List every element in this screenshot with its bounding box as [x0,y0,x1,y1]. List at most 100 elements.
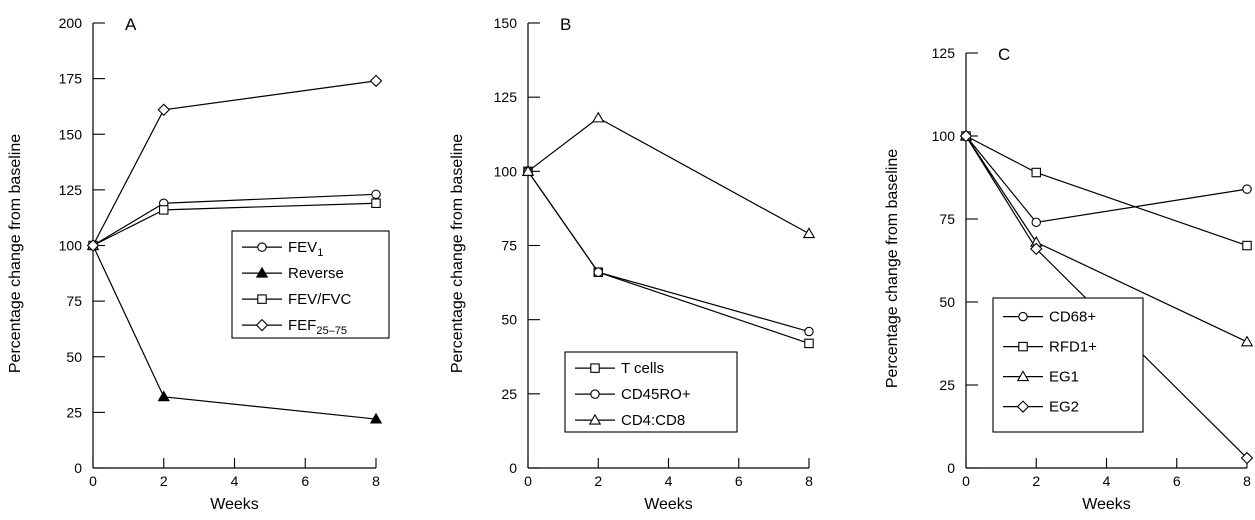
y-tick-label: 175 [59,71,83,87]
series-line [965,135,1248,247]
panel-label: C [998,45,1010,64]
y-tick-label: 200 [59,15,83,31]
x-tick-label: 2 [160,473,168,489]
legend-marker [588,413,602,425]
y-tick-label: 0 [509,460,517,476]
x-tick-label: 2 [1032,473,1040,489]
data-point [157,390,170,402]
legend-label: CD68+ [1049,309,1096,326]
series-line [527,170,810,344]
legend-marker [257,294,267,304]
data-point [157,103,170,117]
data-point [369,412,383,424]
legend-marker [255,318,269,332]
y-tick-label: 100 [59,238,83,254]
y-tick-label: 125 [932,45,956,61]
legend-marker [1018,311,1028,322]
chart-panel-b: 0 25 50 75 100 125 150 0 2 4 6 8 Weeks Percentage cha… [449,15,816,513]
data-point [371,189,381,200]
legend-box [992,297,1144,433]
x-tick-label: 6 [735,473,743,489]
y-tick-label: 100 [932,128,956,144]
panel-label: B [560,15,571,34]
data-point [1240,451,1254,465]
y-tick-label: 50 [939,294,955,310]
x-tick-label: 0 [962,473,970,489]
legend-label: FEF25–75 [288,317,347,337]
data-point [804,338,814,349]
legend-marker [1018,341,1028,352]
y-tick-label: 100 [494,163,518,179]
x-axis-title: Weeks [644,496,693,513]
data-point [802,227,816,239]
legend: CD68+ RFD1+ EG1 EG2 [992,297,1144,433]
data-point [369,74,383,88]
series-line [965,135,1248,223]
data-point [159,205,169,215]
legend-label: FEV/FVC [288,291,352,308]
y-tick-label: 25 [939,377,955,393]
x-tick-label: 4 [1103,473,1111,489]
y-tick-label: 150 [494,15,518,31]
legend-label: FEV1 [288,239,323,259]
legend-label: EG2 [1049,399,1079,416]
legend: FEV1 Reverse FEV/FVC FEF25–75 [231,230,390,339]
y-tick-label: 50 [66,349,82,365]
data-point [1240,335,1254,347]
y-tick-label: 0 [947,460,955,476]
legend-label: CD4:CD8 [621,412,685,429]
y-axis-title: Percentage change from baseline [884,149,901,388]
legend-box [231,230,390,339]
x-tick-label: 8 [805,473,813,489]
y-tick-label: 75 [939,211,955,227]
series-4 [86,74,383,252]
series-2 [961,131,1252,251]
legend-label: EG1 [1049,369,1079,386]
y-tick-label: 125 [59,182,83,198]
y-tick-label: 150 [59,126,83,142]
x-tick-label: 4 [665,473,673,489]
x-axis-title: Weeks [1082,496,1131,513]
x-tick-label: 8 [1243,473,1251,489]
series-3 [521,111,816,239]
x-tick-label: 0 [89,473,97,489]
data-point [521,164,535,176]
y-tick-label: 75 [66,293,82,309]
data-point [1242,184,1252,194]
data-point [593,267,603,277]
data-point [1031,167,1042,178]
data-point [1030,242,1043,256]
x-tick-label: 8 [372,473,380,489]
series-2 [523,166,814,337]
y-tick-label: 25 [501,386,517,402]
x-tick-label: 2 [594,473,602,489]
legend-label: T cells [621,360,664,377]
x-tick-label: 6 [1173,473,1181,489]
y-axis-title: Percentage change from baseline [7,134,24,373]
y-tick-label: 50 [501,312,517,328]
chart-panel-a: 0 25 50 75 100 125 150 175 200 0 2 4 6 8 Weeks Percenta… [7,15,390,513]
legend-marker [1016,370,1030,382]
legend: T cells CD45RO+ CD4:CD8 [564,351,738,433]
y-axis-title: Percentage change from baseline [449,134,466,373]
data-point [371,198,381,208]
legend-marker [590,389,600,399]
x-tick-label: 4 [231,473,239,489]
y-tick-label: 75 [501,238,517,254]
legend-marker [1016,400,1030,413]
panel-label: A [125,15,137,34]
x-tick-label: 0 [524,473,532,489]
legend-label: CD45RO+ [621,386,691,403]
x-axis-title: Weeks [210,496,259,513]
legend-label: RFD1+ [1049,339,1097,356]
data-point [592,111,605,123]
y-tick-label: 125 [494,89,518,105]
series-4 [959,129,1254,465]
data-point [1031,217,1042,228]
series-line [527,170,810,333]
x-tick-label: 6 [301,473,309,489]
legend-marker [257,242,267,252]
data-point [86,239,100,252]
chart-panel-c: 0 25 50 75 100 125 0 2 4 6 8 Weeks Percentage change… [884,45,1254,513]
